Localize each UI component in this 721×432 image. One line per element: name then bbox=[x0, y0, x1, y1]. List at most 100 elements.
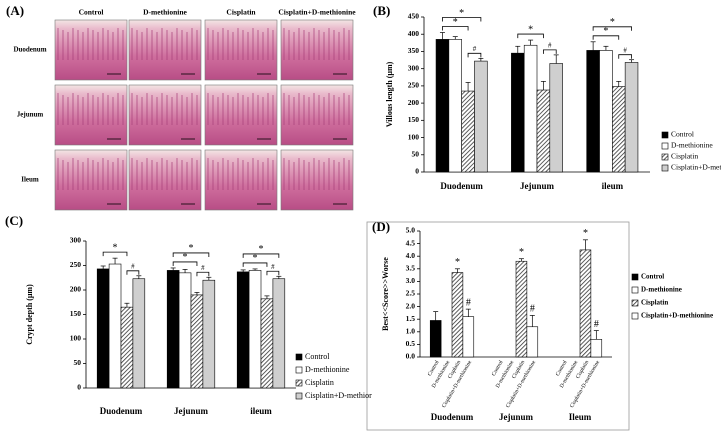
legend-label: D-methionine bbox=[641, 286, 682, 294]
y-axis-label: Villous length (μm) bbox=[385, 61, 394, 127]
column-label: Cisplatin+D-methionine bbox=[278, 8, 356, 17]
significance-mark: * bbox=[455, 257, 460, 268]
legend-swatch bbox=[295, 353, 303, 361]
y-tick-label: 0 bbox=[77, 383, 81, 392]
significance-bracket bbox=[242, 262, 268, 267]
legend-swatch bbox=[295, 392, 303, 400]
y-tick-label: 4.5 bbox=[406, 238, 416, 247]
significance-mark: * bbox=[519, 247, 524, 258]
significance-mark: # bbox=[548, 41, 552, 49]
y-tick-label: 300 bbox=[70, 236, 82, 245]
y-tick-label: 5.0 bbox=[406, 226, 416, 235]
panel-label: (C) bbox=[5, 213, 23, 228]
histology-image bbox=[280, 149, 354, 211]
bar bbox=[120, 306, 134, 389]
y-axis-label: Best<<Score>>Worse bbox=[381, 257, 390, 331]
y-tick-label: 400 bbox=[408, 29, 420, 38]
significance-bracket bbox=[592, 35, 620, 40]
bar bbox=[190, 294, 204, 389]
histology-image bbox=[54, 84, 128, 146]
significance-mark: * bbox=[603, 26, 608, 37]
bar bbox=[536, 89, 551, 173]
histology-image bbox=[128, 19, 202, 81]
bar bbox=[178, 272, 192, 389]
x-tick-label: Duodenum bbox=[431, 412, 474, 422]
histology-image bbox=[204, 19, 278, 81]
x-tick-label: Jejunum bbox=[520, 181, 555, 191]
x-tick-label: Duodenum bbox=[440, 181, 483, 191]
significance-mark: # bbox=[271, 263, 275, 271]
bar bbox=[523, 44, 538, 173]
significance-bracket bbox=[266, 270, 280, 276]
legend-swatch bbox=[661, 153, 669, 161]
bar bbox=[624, 62, 639, 173]
legend-label: Cisplatin bbox=[671, 152, 698, 161]
bar bbox=[272, 278, 286, 389]
bar bbox=[260, 298, 274, 389]
y-tick-label: 200 bbox=[408, 98, 420, 107]
legend-swatch bbox=[295, 366, 303, 374]
x-tick-label: Jejunum bbox=[499, 412, 534, 422]
y-tick-label: 300 bbox=[408, 63, 420, 72]
y-tick-label: 250 bbox=[70, 260, 82, 269]
significance-bracket bbox=[442, 26, 469, 31]
bar bbox=[166, 270, 180, 389]
y-tick-label: 0 bbox=[415, 167, 419, 176]
bar bbox=[435, 39, 450, 173]
bar bbox=[549, 63, 563, 173]
bar bbox=[474, 60, 488, 173]
significance-mark: * bbox=[189, 243, 194, 254]
y-tick-label: 100 bbox=[70, 334, 82, 343]
panel-label: (D) bbox=[372, 219, 390, 234]
bar bbox=[248, 270, 262, 389]
significance-mark: # bbox=[201, 264, 205, 272]
y-tick-label: 100 bbox=[408, 132, 420, 141]
histology-image bbox=[204, 84, 278, 146]
bar bbox=[599, 50, 613, 173]
significance-mark: # bbox=[623, 46, 627, 54]
bar bbox=[132, 278, 146, 389]
histology-image bbox=[54, 149, 128, 211]
legend-swatch bbox=[631, 312, 639, 320]
significance-mark: * bbox=[528, 24, 533, 35]
legend-label: Cisplatin+D-methior bbox=[305, 391, 372, 400]
significance-mark: # bbox=[594, 319, 599, 330]
y-tick-label: 350 bbox=[408, 46, 420, 55]
bar bbox=[429, 320, 442, 358]
histology-image bbox=[54, 19, 128, 81]
significance-bracket bbox=[102, 251, 128, 257]
legend-swatch bbox=[661, 164, 669, 172]
legend-label: Control bbox=[305, 352, 330, 361]
y-tick-label: 1.0 bbox=[406, 327, 416, 336]
y-tick-label: 150 bbox=[70, 309, 82, 318]
bar bbox=[108, 263, 122, 389]
significance-mark: * bbox=[610, 17, 615, 28]
x-tick-label: Duodenum bbox=[100, 406, 143, 416]
x-tick-label: Jejunum bbox=[174, 406, 209, 416]
significance-bracket bbox=[517, 33, 544, 39]
legend-swatch bbox=[661, 131, 669, 139]
y-tick-label: 4.0 bbox=[406, 251, 416, 260]
legend-swatch bbox=[631, 286, 639, 294]
bar bbox=[236, 271, 250, 389]
panel-label: (A) bbox=[6, 3, 24, 18]
row-label: Duodenum bbox=[13, 46, 46, 54]
bar bbox=[612, 86, 626, 173]
bar bbox=[462, 316, 475, 358]
y-tick-label: 2.5 bbox=[406, 289, 416, 298]
y-tick-label: 50 bbox=[74, 358, 82, 367]
significance-bracket bbox=[172, 261, 198, 266]
significance-mark: * bbox=[113, 242, 118, 253]
column-label: D-methionine bbox=[143, 8, 187, 17]
significance-bracket bbox=[543, 49, 557, 54]
x-tick-label: ileum bbox=[250, 406, 272, 416]
bar bbox=[586, 50, 600, 173]
bar bbox=[451, 272, 464, 358]
significance-mark: # bbox=[466, 297, 471, 308]
significance-mark: # bbox=[131, 262, 135, 270]
legend-label: Cisplatin bbox=[305, 378, 334, 387]
significance-mark: * bbox=[583, 228, 588, 239]
y-tick-label: 150 bbox=[408, 115, 420, 124]
y-tick-label: 3.0 bbox=[406, 276, 416, 285]
